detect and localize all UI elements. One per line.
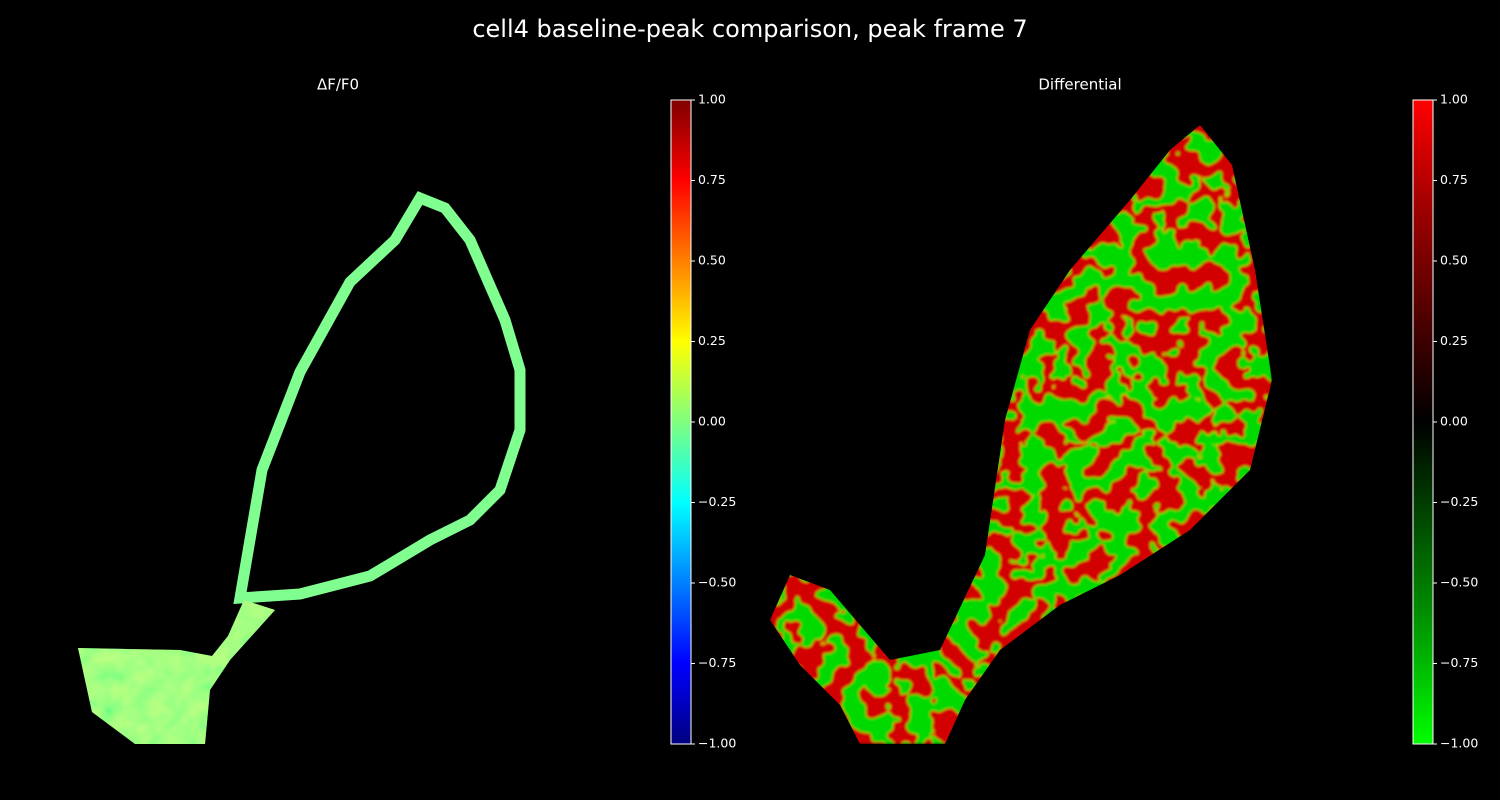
colorbar-tick-label: 0.25 — [698, 333, 726, 348]
figure-title: cell4 baseline-peak comparison, peak fra… — [472, 15, 1027, 43]
colorbar-tick-label: −0.75 — [1440, 655, 1478, 670]
colorbar — [1412, 99, 1434, 745]
colorbar-tick-label: 0.50 — [698, 253, 726, 268]
colorbar-tick-label: 0.00 — [698, 414, 726, 429]
cell-outline — [233, 191, 526, 604]
colorbar-tick-label: −0.25 — [1440, 494, 1478, 509]
colorbar-tick-label: 0.75 — [698, 172, 726, 187]
colorbar-tick-label: 0.00 — [1440, 414, 1468, 429]
colorbar-tick-label: 0.75 — [1440, 172, 1468, 187]
colorbar-tick-label: 0.25 — [1440, 333, 1468, 348]
colorbar-tick-label: 0.50 — [1440, 253, 1468, 268]
colorbar-tick-label: −0.75 — [698, 655, 736, 670]
colorbar — [670, 99, 692, 745]
cell-body-tint — [78, 600, 275, 744]
differential-image — [770, 125, 1272, 744]
panel-title: ΔF/F0 — [317, 76, 359, 94]
cell-image-left — [78, 191, 526, 744]
colorbar-tick-label: −1.00 — [1440, 736, 1478, 751]
colorbar-tick-label: 1.00 — [1440, 92, 1468, 107]
colorbar-tick-label: −0.25 — [698, 494, 736, 509]
colorbar-tick-label: 1.00 — [698, 92, 726, 107]
colorbar-tick-label: −0.50 — [1440, 575, 1478, 590]
colorbar-tick-label: −0.50 — [698, 575, 736, 590]
colorbar-tick-label: −1.00 — [698, 736, 736, 751]
panel-title: Differential — [1038, 76, 1121, 94]
